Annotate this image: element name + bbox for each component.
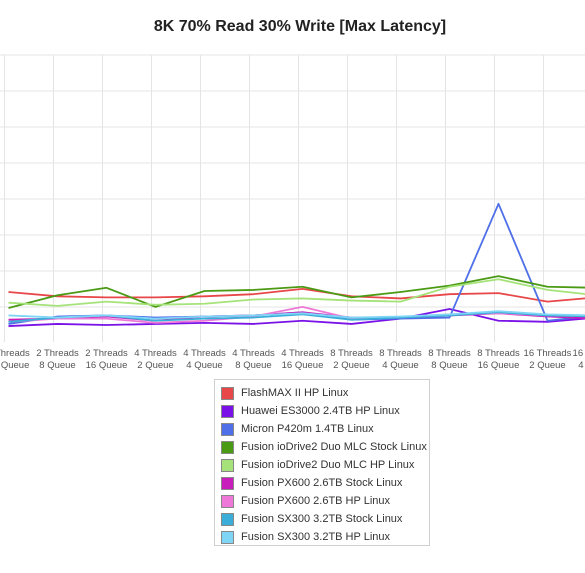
x-tick-label-threads: 1 Threads	[0, 348, 30, 359]
legend-item: Micron P420m 1.4TB Linux	[221, 420, 429, 438]
x-tick-label-threads: 8 Threads	[379, 348, 422, 359]
legend-label: Micron P420m 1.4TB Linux	[241, 423, 374, 435]
x-tick-label-threads: 16 Threads	[524, 348, 572, 359]
x-tick-label-queue: 16 Queue	[282, 360, 324, 371]
series-line-0	[8, 287, 585, 303]
legend-item: Fusion ioDrive2 Duo MLC HP Linux	[221, 456, 429, 474]
series-line-6	[8, 306, 585, 324]
legend-swatch	[221, 440, 234, 454]
x-tick-label-queue: 2 Queue	[333, 360, 369, 371]
legend-item: FlashMAX II HP Linux	[221, 384, 429, 402]
legend-item: Fusion SX300 3.2TB HP Linux	[221, 528, 429, 546]
x-tick-label-threads: 4 Threads	[183, 348, 226, 359]
x-tick-label-threads: 16 Threads	[573, 348, 585, 359]
x-tick-label-queue: 4 Queue	[578, 360, 585, 371]
x-tick-label-queue: 16 Queue	[478, 360, 520, 371]
x-tick-label-queue: 8 Queue	[431, 360, 467, 371]
x-tick-label-threads: 4 Threads	[232, 348, 275, 359]
legend-label: Fusion ioDrive2 Duo MLC Stock Linux	[241, 441, 427, 453]
legend-swatch	[221, 422, 234, 436]
legend-swatch	[221, 458, 234, 472]
series-line-1	[8, 308, 585, 327]
legend-label: Fusion SX300 3.2TB HP Linux	[241, 531, 390, 543]
series-line-2	[8, 202, 585, 325]
x-tick-label-threads: 8 Threads	[477, 348, 520, 359]
x-tick-label-queue: 2 Queue	[137, 360, 173, 371]
x-tick-label-threads: 4 Threads	[134, 348, 177, 359]
legend-swatch	[221, 530, 234, 544]
x-tick-label-queue: 4 Queue	[186, 360, 222, 371]
legend-label: Fusion PX600 2.6TB Stock Linux	[241, 477, 403, 489]
x-tick-label-threads: 8 Threads	[428, 348, 471, 359]
x-tick-label-queue: 2 Queue	[529, 360, 565, 371]
legend-label: Fusion ioDrive2 Duo MLC HP Linux	[241, 459, 415, 471]
legend-swatch	[221, 512, 234, 526]
legend: FlashMAX II HP Linux Huawei ES3000 2.4TB …	[214, 379, 430, 546]
legend-item: Fusion ioDrive2 Duo MLC Stock Linux	[221, 438, 429, 456]
legend-label: FlashMAX II HP Linux	[241, 387, 349, 399]
series-line-4	[8, 278, 585, 307]
legend-swatch	[221, 386, 234, 400]
legend-swatch	[221, 404, 234, 418]
series-line-3	[8, 275, 585, 309]
series-lines	[8, 202, 585, 327]
legend-swatch	[221, 494, 234, 508]
x-tick-label-threads: 4 Threads	[281, 348, 324, 359]
x-tick-label-queue: 8 Queue	[235, 360, 271, 371]
gridlines	[0, 54, 585, 342]
legend-item: Huawei ES3000 2.4TB HP Linux	[221, 402, 429, 420]
x-tick-label-threads: 2 Threads	[85, 348, 128, 359]
x-tick-label-queue: 16 Queue	[86, 360, 128, 371]
legend-item: Fusion SX300 3.2TB Stock Linux	[221, 510, 429, 528]
legend-item: Fusion PX600 2.6TB HP Linux	[221, 492, 429, 510]
legend-item: Fusion PX600 2.6TB Stock Linux	[221, 474, 429, 492]
x-tick-label-threads: 8 Threads	[330, 348, 373, 359]
chart-title: 8K 70% Read 30% Write [Max Latency]	[153, 18, 447, 35]
x-tick-label-queue: 8 Queue	[39, 360, 75, 371]
legend-label: Huawei ES3000 2.4TB HP Linux	[241, 405, 400, 417]
series-line-8	[8, 310, 585, 320]
legend-label: Fusion PX600 2.6TB HP Linux	[241, 495, 390, 507]
legend-label: Fusion SX300 3.2TB Stock Linux	[241, 513, 403, 525]
x-tick-label-queue: 16 Queue	[0, 360, 29, 371]
x-tick-label-threads: 2 Threads	[36, 348, 79, 359]
legend-swatch	[221, 476, 234, 490]
x-tick-label-queue: 4 Queue	[382, 360, 418, 371]
